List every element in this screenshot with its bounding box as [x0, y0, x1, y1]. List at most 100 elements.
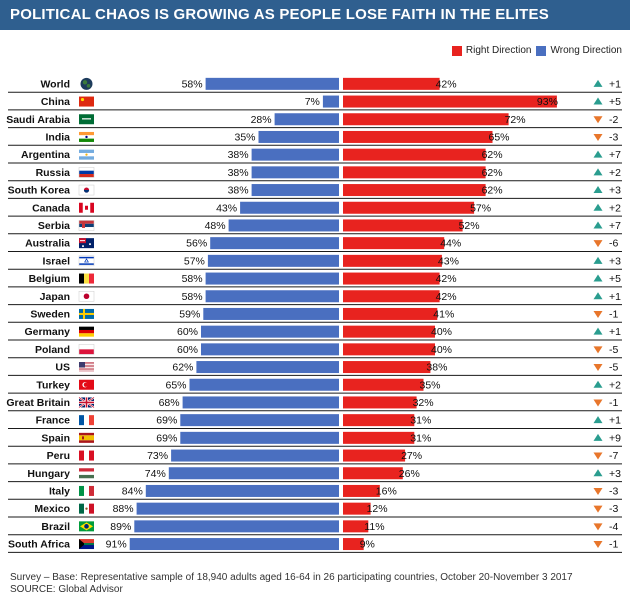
category-label: Serbia	[38, 220, 70, 232]
flag-part	[84, 258, 89, 263]
bar-right-direction	[343, 378, 424, 391]
change-label: -3	[609, 131, 618, 143]
change-label: -5	[609, 362, 618, 374]
category-label: Mexico	[34, 503, 70, 515]
change-label: +5	[609, 96, 621, 108]
flag-part	[82, 245, 84, 248]
flag-part	[79, 364, 94, 366]
flag-part	[79, 471, 94, 475]
russia-flag-icon	[78, 167, 95, 178]
flag-part	[85, 153, 88, 156]
change-label: +7	[609, 220, 621, 232]
chart-row: Sweden 59% 41% -1	[8, 307, 622, 323]
chart-row: US 62% 38% -5	[8, 361, 622, 376]
data-label-right: 35%	[420, 379, 441, 391]
flag-part	[85, 135, 88, 139]
category-label: Australia	[25, 238, 70, 250]
flag-part	[79, 362, 94, 363]
flag-part	[79, 503, 84, 514]
change-label: -5	[609, 344, 618, 356]
chart-row: Saudi Arabia 28% 72% -2	[6, 113, 622, 129]
data-label-right: 44%	[440, 238, 461, 250]
change-label: +5	[609, 273, 621, 285]
data-label-wrong: 60%	[177, 326, 198, 338]
chart-row: Canada 43% 57% +2	[8, 201, 622, 217]
change-up-icon	[593, 292, 603, 300]
data-label-wrong: 91%	[106, 539, 127, 551]
flag-part	[89, 503, 94, 514]
data-label-right: 93%	[537, 96, 558, 108]
change-label: -2	[609, 114, 618, 126]
flag-part	[79, 370, 94, 372]
data-label-wrong: 89%	[110, 521, 131, 533]
data-label-wrong: 69%	[156, 432, 177, 444]
hungary-flag-icon	[79, 468, 94, 479]
change-down-icon	[593, 487, 603, 495]
spain-flag-icon	[79, 432, 94, 443]
data-label-right: 38%	[426, 362, 447, 374]
flag-part	[79, 167, 94, 171]
flag-part	[79, 368, 94, 370]
south-africa-flag-icon	[79, 539, 94, 550]
change-up-icon	[593, 327, 603, 335]
flag-part	[79, 273, 84, 284]
flag-part	[79, 401, 94, 404]
bar-right-direction	[343, 343, 435, 356]
chart-row: Great Britain 68% 32% -1	[6, 396, 622, 412]
flag-part	[84, 543, 94, 546]
flag-part	[79, 371, 94, 373]
change-up-icon	[593, 97, 603, 105]
flag-part	[79, 202, 83, 213]
bar-right-direction	[343, 237, 445, 250]
flag-part	[79, 369, 94, 370]
data-label-wrong: 69%	[156, 415, 177, 427]
change-up-icon	[593, 256, 603, 264]
bar-wrong-direction	[205, 272, 339, 285]
flag-part	[79, 263, 94, 265]
saudi-arabia-flag-icon	[79, 114, 94, 125]
category-label: Peru	[47, 450, 70, 462]
chart-row: South Korea 38% 62% +3	[8, 184, 622, 199]
category-label: Japan	[40, 291, 70, 303]
change-down-icon	[593, 399, 603, 407]
flag-part	[82, 222, 85, 228]
category-label: Hungary	[27, 468, 70, 480]
flag-part	[79, 312, 94, 315]
flag-part	[84, 415, 89, 426]
change-label: +1	[609, 78, 621, 90]
change-label: +2	[609, 167, 621, 179]
flag-part	[79, 149, 94, 153]
change-label: -1	[609, 539, 618, 551]
change-down-icon	[593, 116, 603, 124]
flag-part	[83, 382, 88, 387]
change-up-icon	[593, 433, 603, 441]
flag-part	[89, 243, 91, 246]
category-label: Poland	[35, 344, 70, 356]
bar-right-direction	[343, 130, 493, 143]
change-down-icon	[593, 452, 603, 460]
data-label-right: 72%	[505, 114, 526, 126]
bar-right-direction	[343, 148, 486, 161]
category-label: South Africa	[8, 539, 70, 551]
bar-wrong-direction	[134, 520, 339, 533]
category-label: Great Britain	[6, 397, 70, 409]
bar-wrong-direction	[205, 290, 339, 303]
change-label: +1	[609, 291, 621, 303]
data-label-right: 31%	[410, 432, 431, 444]
change-up-icon	[593, 203, 603, 211]
change-down-icon	[593, 541, 603, 549]
flag-part	[79, 432, 94, 436]
bar-wrong-direction	[228, 219, 339, 232]
change-down-icon	[593, 310, 603, 318]
category-label: Argentina	[21, 149, 70, 161]
bar-wrong-direction	[171, 449, 339, 462]
chart-row: France 69% 31% +1	[8, 414, 622, 429]
category-label: Canada	[32, 202, 70, 214]
flag-part	[78, 167, 95, 178]
flag-part	[84, 485, 89, 496]
bar-right-direction	[343, 502, 371, 515]
data-label-wrong: 65%	[165, 379, 186, 391]
change-label: +9	[609, 432, 621, 444]
bar-wrong-direction	[251, 166, 339, 179]
bar-right-direction	[343, 520, 369, 533]
